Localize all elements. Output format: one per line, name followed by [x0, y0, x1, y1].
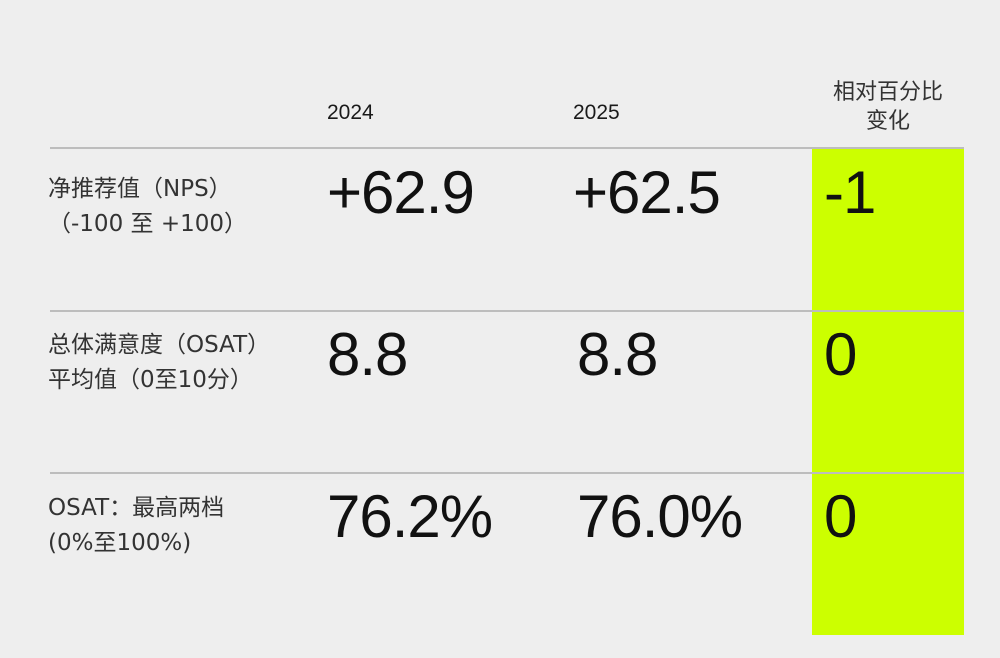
row-label-line2: （-100 至 +100）: [48, 211, 247, 237]
value-2025: 76.0%: [577, 483, 743, 550]
row-label: 净推荐值（NPS） （-100 至 +100）: [48, 172, 247, 242]
row-label-line2: 平均值（0至10分）: [48, 367, 253, 393]
header-relative-change: 相对百分比 变化: [812, 78, 964, 136]
header-2025: 2025: [573, 101, 620, 124]
header-change-line2: 变化: [865, 109, 910, 134]
divider: [50, 147, 964, 149]
row-label-line1: 净推荐值（NPS）: [48, 176, 232, 202]
row-label: OSAT：最高两档 (0%至100%): [48, 491, 224, 561]
value-2024: +62.9: [327, 159, 475, 226]
value-change: -1: [824, 159, 876, 226]
value-2024: 76.2%: [327, 483, 493, 550]
value-2025: +62.5: [573, 159, 721, 226]
change-column-highlight: [812, 148, 964, 635]
value-change: 0: [824, 483, 857, 550]
value-2025: 8.8: [577, 321, 658, 388]
header-2024: 2024: [327, 101, 374, 124]
row-label-line1: OSAT：最高两档: [48, 495, 225, 521]
value-2024: 8.8: [327, 321, 408, 388]
header-change-line1: 相对百分比: [832, 80, 943, 105]
divider: [50, 310, 964, 312]
row-label-line2: (0%至100%): [48, 530, 192, 556]
row-label-line1: 总体满意度（OSAT）: [48, 332, 271, 358]
row-label: 总体满意度（OSAT） 平均值（0至10分）: [48, 328, 270, 398]
divider: [50, 472, 964, 474]
value-change: 0: [824, 321, 857, 388]
